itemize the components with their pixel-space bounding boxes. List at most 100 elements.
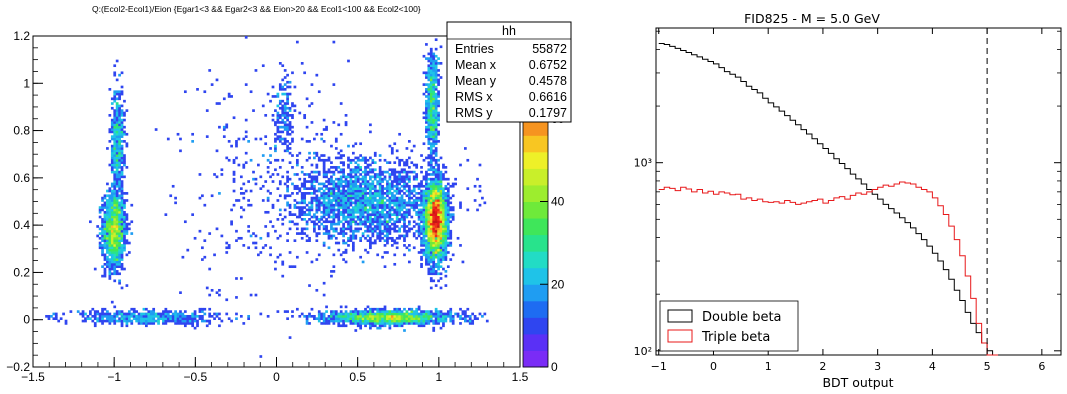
heatmap-cell: [288, 227, 292, 231]
heatmap-cell: [427, 203, 431, 207]
heatmap-cell: [356, 170, 360, 174]
heatmap-cell: [454, 182, 457, 186]
heatmap-cell: [115, 156, 119, 160]
heatmap-cell: [417, 203, 421, 207]
heatmap-cell: [403, 319, 406, 323]
heatmap-cell: [398, 210, 401, 214]
heatmap-cell: [347, 184, 350, 188]
heatmap-cell: [123, 222, 126, 226]
heatmap-cell: [405, 201, 409, 205]
heatmap-cell: [383, 239, 387, 242]
heatmap-cell: [390, 184, 394, 188]
heatmap-cell: [303, 116, 307, 120]
heatmap-cell: [356, 168, 360, 172]
heatmap-cell: [208, 69, 212, 72]
heatmap-cell: [179, 317, 182, 321]
heatmap-cell: [390, 208, 394, 212]
heatmap-cell: [113, 305, 117, 309]
heatmap-cell: [98, 210, 102, 214]
heatmap-cell: [371, 319, 375, 323]
heatmap-cell: [427, 64, 431, 68]
heatmap-cell: [354, 312, 358, 316]
heatmap-cell: [191, 322, 195, 325]
heatmap-cell: [113, 154, 117, 157]
heatmap-cell: [115, 114, 119, 117]
heatmap-cell: [322, 227, 326, 231]
heatmap-cell: [420, 213, 423, 216]
heatmap-cell: [427, 222, 431, 226]
heatmap-cell: [361, 232, 365, 235]
heatmap-cell: [434, 213, 438, 216]
heatmap-cell: [354, 206, 358, 209]
heatmap-cell: [181, 312, 185, 316]
heatmap-cell: [359, 166, 363, 169]
heatmap-cell: [459, 206, 462, 209]
heatmap-cell: [118, 135, 121, 138]
heatmap-cell: [115, 192, 119, 195]
heatmap-cell: [115, 109, 119, 112]
heatmap-cell: [415, 166, 419, 169]
heatmap-cell: [427, 322, 431, 325]
heatmap-cell: [390, 317, 394, 321]
bdt-x-tick-label: 5: [984, 360, 991, 373]
heatmap-cell: [295, 173, 299, 176]
heatmap-cell: [93, 312, 97, 316]
heatmap-cell: [322, 319, 326, 323]
heatmap-cell: [383, 220, 387, 224]
heatmap-cell: [420, 189, 423, 193]
heatmap-cell: [420, 258, 423, 261]
heatmap-cell: [359, 317, 363, 321]
heatmap-cell: [125, 132, 129, 136]
heatmap-cell: [249, 293, 253, 297]
heatmap-cell: [451, 317, 455, 321]
heatmap-cell: [386, 184, 389, 188]
heatmap-cell: [108, 114, 112, 117]
heatmap-axes: −1.5 −1 −0.5 0 0.5 1 1.5−0.200.20.40.60.811.2: [6, 29, 528, 384]
heatmap-cell: [439, 215, 443, 219]
heatmap-cell: [425, 187, 428, 190]
heatmap-cell: [366, 312, 370, 316]
heatmap-cell: [118, 210, 121, 214]
heatmap-cell: [118, 255, 121, 259]
heatmap-cell: [442, 189, 445, 193]
heatmap-cell: [303, 206, 307, 209]
heatmap-cell: [429, 213, 433, 216]
heatmap-cell: [235, 142, 238, 146]
heatmap-cell: [439, 180, 443, 183]
heatmap-cell: [120, 232, 124, 235]
heatmap-cell: [118, 137, 121, 141]
heatmap-cell: [432, 116, 436, 120]
heatmap-cell: [449, 312, 453, 316]
heatmap-cell: [373, 312, 377, 316]
heatmap-cell: [286, 99, 289, 103]
heatmap-cell: [395, 170, 399, 174]
heatmap-cell: [208, 322, 212, 325]
heatmap-cell: [313, 215, 316, 219]
heatmap-cell: [130, 322, 134, 325]
heatmap-cell: [193, 314, 197, 318]
heatmap-cell: [383, 305, 387, 309]
heatmap-cell: [320, 137, 324, 141]
heatmap-cell: [93, 324, 97, 328]
heatmap-cell: [320, 317, 324, 321]
heatmap-cell: [400, 199, 404, 202]
colorbar-tick-label: 20: [551, 277, 565, 291]
heatmap-cell: [106, 201, 109, 205]
heatmap-cell: [420, 312, 423, 316]
heatmap-cell: [113, 182, 117, 186]
heatmap-cell: [415, 173, 419, 176]
heatmap-cell: [369, 319, 372, 323]
heatmap-cell: [110, 234, 114, 238]
heatmap-cell: [434, 142, 438, 146]
heatmap-cell: [420, 317, 423, 321]
heatmap-cell: [130, 307, 134, 311]
heatmap-cell: [349, 312, 353, 316]
heatmap-cell: [429, 182, 433, 186]
heatmap-cell: [149, 310, 153, 313]
heatmap-cell: [349, 199, 353, 202]
heatmap-cell: [288, 213, 292, 216]
heatmap-cell: [400, 314, 404, 318]
heatmap-cell: [344, 196, 348, 200]
heatmap-cell: [269, 192, 272, 195]
heatmap-cell: [403, 314, 406, 318]
